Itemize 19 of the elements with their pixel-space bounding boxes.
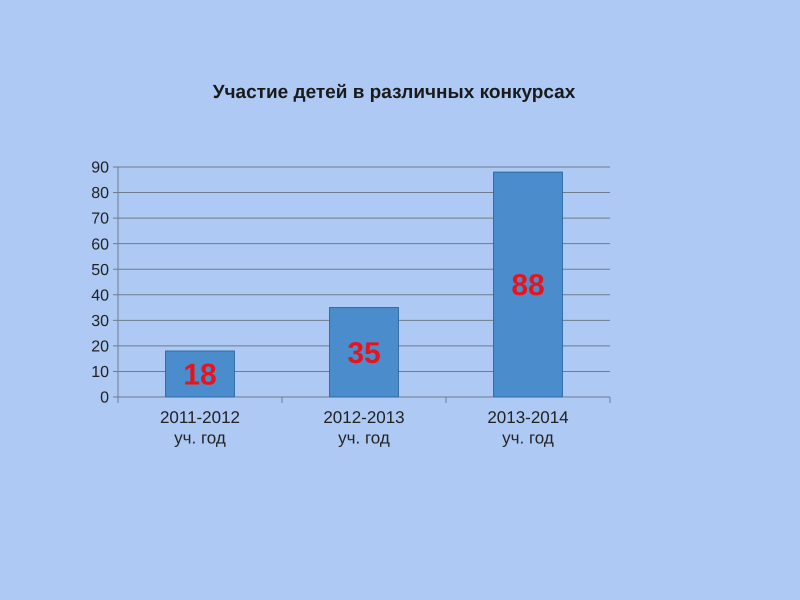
x-tick-label: 2011-2012 уч. год: [160, 408, 240, 448]
data-label: 35: [347, 336, 381, 370]
data-label: 88: [511, 269, 545, 302]
y-tick-label: 60: [91, 236, 110, 254]
bar: [329, 307, 399, 398]
y-tick-label: 0: [100, 390, 110, 407]
y-tick-label: 90: [91, 160, 110, 177]
bar: [493, 172, 563, 398]
y-tick-label: 30: [91, 312, 110, 330]
data-label: 18: [183, 358, 217, 392]
y-tick-label: 70: [91, 210, 110, 228]
y-tick-label: 80: [91, 185, 110, 202]
y-tick-label: 50: [91, 262, 110, 279]
y-tick-label: 10: [91, 364, 110, 382]
x-tick-label: 2013-2014 уч. год: [487, 408, 569, 448]
y-tick-label: 40: [91, 287, 110, 304]
y-tick-label: 20: [91, 338, 110, 356]
x-tick-label: 2012-2013 уч. год: [323, 408, 405, 448]
chart-title: Участие детей в различных конкурсах: [212, 82, 576, 103]
